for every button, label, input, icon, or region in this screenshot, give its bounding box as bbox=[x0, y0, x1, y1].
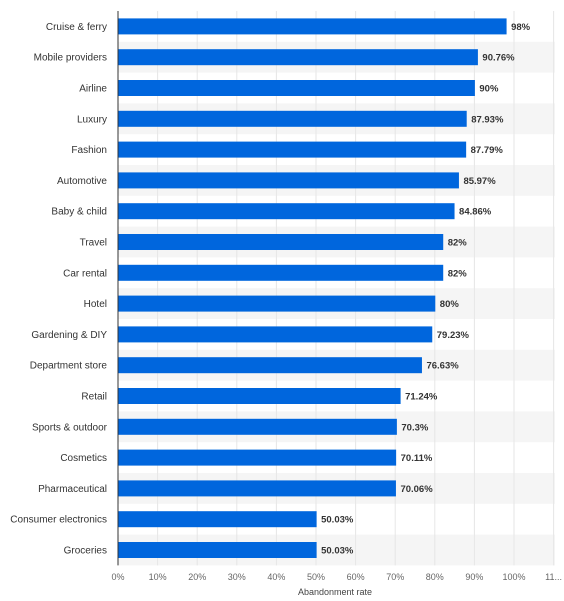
value-label: 82% bbox=[448, 238, 468, 249]
value-label: 70.11% bbox=[401, 453, 433, 464]
x-tick-label: 0% bbox=[111, 572, 124, 582]
category-label: Retail bbox=[81, 392, 107, 403]
value-labels: 98% 90.76% 90% 87.93% 87.79% 85.97% 84.86% 82% 8… bbox=[321, 22, 531, 557]
bar bbox=[118, 234, 444, 250]
value-label: 76.63% bbox=[426, 361, 459, 372]
value-label: 80% bbox=[440, 299, 460, 310]
x-tick-label: 11... bbox=[545, 572, 562, 582]
category-label: Luxury bbox=[77, 114, 107, 125]
bar bbox=[118, 418, 397, 435]
value-label: 79.23% bbox=[437, 330, 470, 341]
x-tick-label: 30% bbox=[228, 572, 246, 582]
bar bbox=[118, 326, 433, 343]
bar bbox=[118, 357, 422, 374]
bar bbox=[118, 449, 397, 466]
category-label: Fashion bbox=[71, 145, 107, 156]
category-label: Baby & child bbox=[51, 207, 107, 218]
x-tick-label: 50% bbox=[307, 572, 325, 582]
category-label: Cosmetics bbox=[60, 453, 107, 464]
bar bbox=[118, 542, 317, 558]
x-tick-label: 80% bbox=[426, 572, 444, 582]
value-label: 82% bbox=[448, 268, 468, 279]
category-label: Department store bbox=[30, 361, 108, 372]
bar bbox=[118, 295, 436, 312]
value-label: 50.03% bbox=[321, 515, 354, 526]
category-label: Travel bbox=[80, 238, 107, 249]
category-label: Consumer electronics bbox=[10, 515, 107, 526]
bar bbox=[118, 480, 396, 497]
x-axis-title: Abandonment rate bbox=[298, 587, 372, 597]
x-tick-label: 60% bbox=[347, 572, 365, 582]
value-label: 70.06% bbox=[400, 484, 433, 495]
bar bbox=[118, 388, 401, 404]
x-tick-label: 100% bbox=[502, 572, 525, 582]
bar bbox=[118, 80, 475, 96]
bars bbox=[118, 18, 507, 558]
bar bbox=[118, 141, 467, 158]
x-tick-label: 40% bbox=[267, 572, 285, 582]
value-label: 50.03% bbox=[321, 546, 354, 557]
category-label: Mobile providers bbox=[34, 53, 107, 64]
gridlines bbox=[117, 11, 555, 566]
bar bbox=[118, 511, 317, 528]
category-labels: Cruise & ferry Mobile providers Airline Lux… bbox=[10, 22, 107, 557]
x-tick-labels: 0% 10% 20% 30% 40% 50% 60% 70% 80% 90% 100% 11... bbox=[111, 572, 562, 582]
category-label: Hotel bbox=[84, 299, 107, 310]
category-label: Groceries bbox=[64, 546, 107, 557]
category-label: Gardening & DIY bbox=[31, 330, 107, 341]
value-label: 71.24% bbox=[405, 392, 438, 403]
value-label: 85.97% bbox=[463, 176, 496, 187]
x-tick-label: 10% bbox=[149, 572, 167, 582]
value-label: 98% bbox=[511, 22, 531, 33]
category-label: Sports & outdoor bbox=[32, 422, 108, 433]
bar bbox=[118, 49, 478, 66]
category-label: Cruise & ferry bbox=[46, 22, 107, 33]
bar bbox=[118, 172, 459, 189]
value-label: 90% bbox=[479, 84, 499, 95]
value-label: 84.86% bbox=[459, 207, 492, 218]
value-label: 90.76% bbox=[482, 53, 515, 64]
x-tick-label: 90% bbox=[465, 572, 483, 582]
category-label: Automotive bbox=[57, 176, 107, 187]
value-label: 70.3% bbox=[401, 422, 428, 433]
value-label: 87.93% bbox=[471, 114, 504, 125]
bar bbox=[118, 203, 455, 220]
x-tick-label: 20% bbox=[188, 572, 206, 582]
category-label: Car rental bbox=[63, 268, 107, 279]
bar bbox=[118, 110, 467, 127]
category-label: Airline bbox=[79, 84, 107, 95]
bar bbox=[118, 18, 507, 35]
x-tick-label: 70% bbox=[386, 572, 404, 582]
bar bbox=[118, 264, 444, 281]
value-label: 87.79% bbox=[471, 145, 504, 156]
category-label: Pharmaceutical bbox=[38, 484, 107, 495]
